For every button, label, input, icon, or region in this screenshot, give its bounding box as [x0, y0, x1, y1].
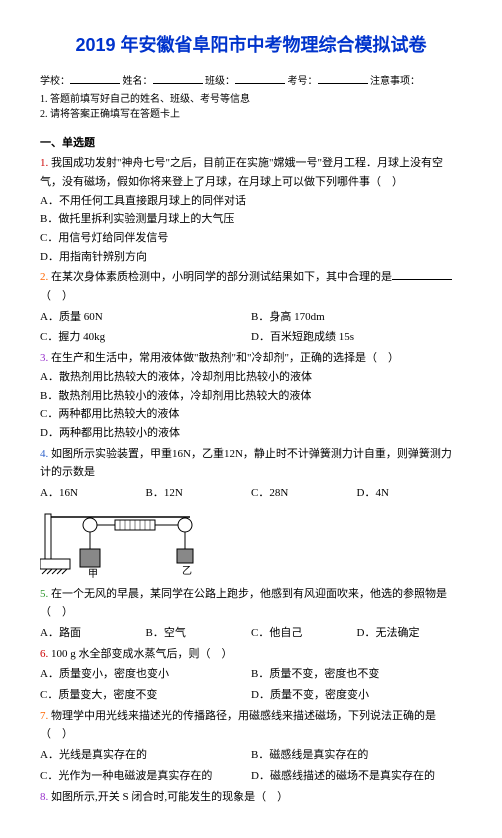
section-title: 一、单选题 [40, 134, 462, 153]
question-7: 7. 物理学中用光线来描述光的传播路径，用磁感线来描述磁场，下列说法正确的是（ … [40, 707, 462, 786]
q2-text: 在某次身体素质检测中，小明同学的部分测试结果如下，其中合理的是 [51, 271, 392, 283]
q4-num: 4. [40, 448, 48, 460]
q8-num: 8. [40, 791, 48, 803]
instructions: 1. 答题前填写好自己的姓名、班级、考号等信息 2. 请将答案正确填写在答题卡上 [40, 92, 462, 122]
q7-opt-a: A．光线是真实存在的 [40, 746, 251, 765]
q1-num: 1. [40, 157, 48, 169]
q3-text: 在生产和生活中，常用液体做"散热剂"和"冷却剂"，正确的选择是（ ） [51, 352, 399, 364]
q4-opt-c: C．28N [251, 484, 357, 503]
school-blank [70, 73, 120, 84]
name-blank [153, 73, 203, 84]
q4-opt-d: D．4N [357, 484, 463, 503]
question-1: 1. 我国成功发射"神舟七号"之后，目前正在实施"嫦娥一号"登月工程．月球上没有… [40, 154, 462, 266]
q5-num: 5. [40, 588, 48, 600]
q7-num: 7. [40, 710, 48, 722]
svg-text:甲: 甲 [88, 569, 98, 579]
q5-opt-d: D．无法确定 [357, 624, 463, 643]
question-4: 4. 如图所示实验装置，甲重16N，乙重12N，静止时不计弹簧测力计自重，则弹簧… [40, 445, 462, 579]
q2-num: 2. [40, 271, 48, 283]
instruction-line1: 1. 答题前填写好自己的姓名、班级、考号等信息 [40, 92, 462, 107]
q1-opt-a: A．不用任何工具直接跟月球上的同伴对话 [40, 192, 462, 211]
q1-opt-c: C．用信号灯给同伴发信号 [40, 229, 462, 248]
question-5: 5. 在一个无风的早晨，某同学在公路上跑步，他感到有风迎面吹来，他选的参照物是（… [40, 585, 462, 643]
q4-text: 如图所示实验装置，甲重16N，乙重12N，静止时不计弹簧测力计自重，则弹簧测力计… [40, 448, 452, 479]
q6-opt-b: B．质量不变，密度也不变 [251, 665, 462, 684]
q7-opt-c: C．光作为一种电磁波是真实存在的 [40, 767, 251, 786]
q6-opt-a: A．质量变小，密度也变小 [40, 665, 251, 684]
q5-opt-b: B．空气 [146, 624, 252, 643]
svg-text:乙: 乙 [182, 565, 192, 577]
question-2: 2. 在某次身体素质检测中，小明同学的部分测试结果如下，其中合理的是（ ） A．… [40, 268, 462, 347]
q6-opt-c: C．质量变大，密度不变 [40, 686, 251, 705]
q4-diagram: 甲 乙 [40, 509, 462, 579]
exam-title: 2019 年安徽省阜阳市中考物理综合模拟试卷 [40, 30, 462, 61]
question-8: 8. 如图所示,开关 S 闭合时,可能发生的现象是（ ） [40, 788, 462, 807]
q1-text: 我国成功发射"神舟七号"之后，目前正在实施"嫦娥一号"登月工程．月球上没有空气，… [40, 157, 443, 188]
exam-label: 考号： [288, 76, 318, 87]
q7-opt-d: D．磁感线描述的磁场不是真实存在的 [251, 767, 462, 786]
q6-opt-d: D．质量不变，密度变小 [251, 686, 462, 705]
q6-num: 6. [40, 648, 48, 660]
class-label: 班级： [205, 76, 235, 87]
question-6: 6. 100 g 水全部变成水蒸气后，则（ ） A．质量变小，密度也变小 B．质… [40, 645, 462, 705]
q1-opt-b: B．做托里拆利实验测量月球上的大气压 [40, 210, 462, 229]
q8-text: 如图所示,开关 S 闭合时,可能发生的现象是（ ） [51, 791, 288, 803]
q5-opt-c: C．他自己 [251, 624, 357, 643]
q4-opt-b: B．12N [146, 484, 252, 503]
q2-opt-b: B．身高 170dm [251, 308, 462, 327]
q2-opt-a: A．质量 60N [40, 308, 251, 327]
q5-text: 在一个无风的早晨，某同学在公路上跑步，他感到有风迎面吹来，他选的参照物是（ ） [40, 588, 447, 619]
instruction-line2: 2. 请将答案正确填写在答题卡上 [40, 107, 462, 122]
q2-opt-c: C．握力 40kg [40, 328, 251, 347]
header-row: 学校： 姓名： 班级： 考号： 注意事项： [40, 73, 462, 90]
q7-opt-b: B．磁感线是真实存在的 [251, 746, 462, 765]
q2-opt-d: D．百米短跑成绩 15s [251, 328, 462, 347]
question-3: 3. 在生产和生活中，常用液体做"散热剂"和"冷却剂"，正确的选择是（ ） A．… [40, 349, 462, 442]
q7-text: 物理学中用光线来描述光的传播路径，用磁感线来描述磁场，下列说法正确的是（ ） [40, 710, 436, 741]
school-label: 学校： [40, 76, 70, 87]
q5-opt-a: A．路面 [40, 624, 146, 643]
q4-opt-a: A．16N [40, 484, 146, 503]
q3-opt-d: D．两种都用比热较小的液体 [40, 424, 462, 443]
q2-blank [392, 269, 452, 280]
class-blank [235, 73, 285, 84]
q3-opt-a: A．散热剂用比热较大的液体，冷却剂用比热较小的液体 [40, 368, 462, 387]
q3-opt-b: B．散热剂用比热较小的液体，冷却剂用比热较大的液体 [40, 387, 462, 406]
q3-num: 3. [40, 352, 48, 364]
q6-text: 100 g 水全部变成水蒸气后，则（ ） [51, 648, 233, 660]
note-label: 注意事项： [370, 76, 420, 87]
q1-opt-d: D．用指南针辨别方向 [40, 248, 462, 267]
name-label: 姓名： [123, 76, 153, 87]
exam-blank [318, 73, 368, 84]
q3-opt-c: C．两种都用比热较大的液体 [40, 405, 462, 424]
